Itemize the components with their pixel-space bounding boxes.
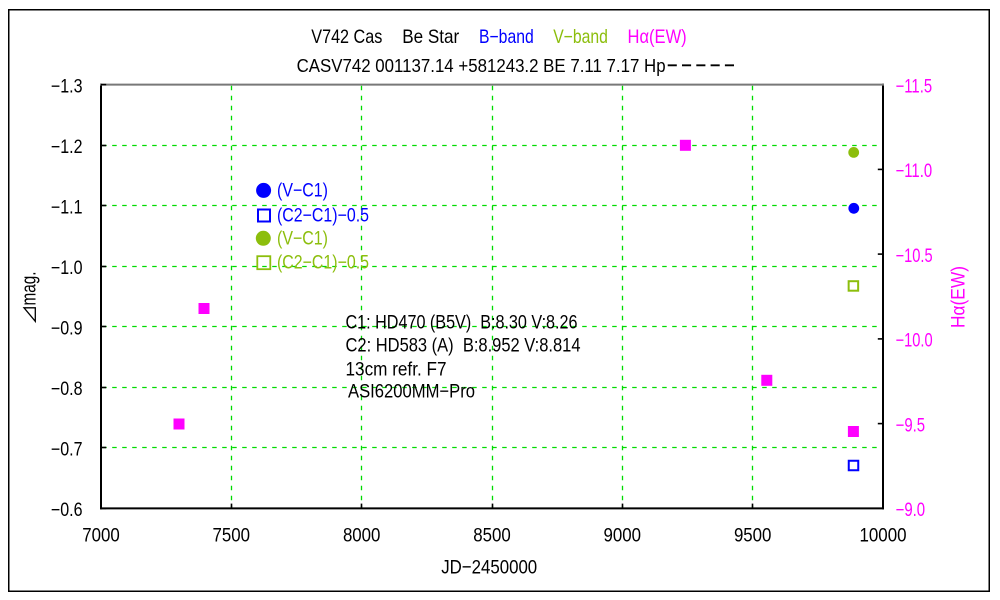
svg-text:−11.0: −11.0 [896, 161, 933, 182]
svg-text:Hα(EW): Hα(EW) [628, 26, 687, 48]
svg-text:10000: 10000 [860, 525, 907, 546]
svg-text:−1.3: −1.3 [51, 76, 83, 97]
svg-text:9500: 9500 [734, 525, 772, 546]
svg-text:−9.5: −9.5 [896, 415, 926, 436]
svg-text:−0.8: −0.8 [51, 379, 83, 400]
svg-text:−9.0: −9.0 [896, 500, 926, 521]
svg-text:B−band: B−band [479, 26, 534, 48]
svg-text:−11.5: −11.5 [896, 76, 933, 97]
svg-text:7500: 7500 [213, 525, 251, 546]
svg-text:−1.0: −1.0 [51, 258, 83, 279]
svg-text:−1.1: −1.1 [51, 197, 83, 218]
svg-text:CASV742 001137.14 +581243.2 BE: CASV742 001137.14 +581243.2 BE 7.11 7.17… [297, 55, 666, 76]
svg-text:13cm refr. F7: 13cm refr. F7 [346, 360, 447, 381]
svg-text:7000: 7000 [82, 525, 120, 546]
svg-text:(C2−C1)−0.5: (C2−C1)−0.5 [277, 206, 369, 227]
svg-text:ASI6200MM−Pro: ASI6200MM−Pro [348, 381, 475, 402]
svg-text:C1: HD470 (B5V) B:8.30 V:8.26: C1: HD470 (B5V) B:8.30 V:8.26 [346, 313, 578, 334]
svg-text:(C2−C1)−0.5: (C2−C1)−0.5 [277, 253, 369, 274]
svg-text:−10.5: −10.5 [896, 246, 933, 267]
svg-text:−0.6: −0.6 [51, 500, 83, 521]
svg-text:C2: HD583 (A) B:8.952 V:8.814: C2: HD583 (A) B:8.952 V:8.814 [346, 336, 581, 357]
svg-text:V−band: V−band [553, 26, 608, 48]
svg-text:Be Star: Be Star [402, 26, 459, 48]
svg-text:−0.7: −0.7 [51, 440, 83, 461]
svg-text:8500: 8500 [473, 525, 511, 546]
svg-text:−0.9: −0.9 [51, 319, 83, 340]
svg-text:Hα(EW): Hα(EW) [949, 266, 970, 328]
svg-text:−10.0: −10.0 [896, 331, 933, 352]
svg-text:9000: 9000 [604, 525, 642, 546]
svg-text:(V−C1): (V−C1) [277, 228, 328, 249]
svg-text:8000: 8000 [343, 525, 381, 546]
svg-text:−1.2: −1.2 [51, 137, 83, 158]
svg-text:JD−2450000: JD−2450000 [441, 557, 537, 579]
svg-text:(V−C1): (V−C1) [277, 180, 328, 201]
svg-text:V742 Cas: V742 Cas [311, 26, 382, 48]
svg-text:mag.: mag. [18, 272, 40, 306]
